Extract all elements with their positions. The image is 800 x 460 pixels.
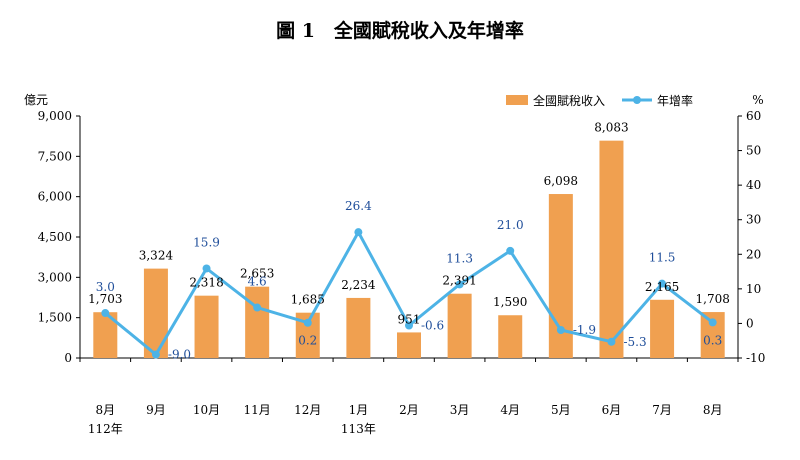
bar-8 [498, 315, 523, 358]
bar-2 [194, 295, 219, 358]
chart-title: 圖 1 全國賦稅收入及年增率 [276, 19, 524, 42]
growth-line [101, 228, 717, 359]
bar-5 [346, 297, 371, 358]
growth-value-label: 11.3 [446, 251, 473, 265]
x-tick-label: 1月 [349, 403, 369, 417]
growth-point-6 [405, 321, 413, 330]
bar-value-label: 6,098 [544, 174, 578, 188]
growth-value-label: 0.2 [298, 334, 317, 348]
growth-point-4 [303, 318, 312, 327]
data-labels: 1,703 3,324 2,318 2,653 1,685 2,234 951 2,391 1,… [88, 121, 730, 362]
left-axis-unit: 億元 [24, 93, 48, 107]
growth-point-12 [708, 318, 717, 327]
bar-value-label: 1,685 [291, 293, 325, 307]
bar-value-label: 8,083 [594, 121, 628, 135]
growth-point-1 [151, 350, 160, 359]
legend-swatch-bar [506, 95, 528, 105]
bar-value-label: 1,703 [88, 292, 122, 306]
growth-value-label: 4.6 [248, 275, 267, 289]
bar-1 [143, 268, 168, 358]
growth-point-3 [253, 303, 262, 312]
left-tick-label: 6,000 [38, 190, 72, 204]
growth-point-10 [607, 337, 616, 346]
bar-3 [245, 286, 270, 358]
left-tick-label: 1,500 [38, 311, 72, 325]
legend-swatch-point [633, 96, 641, 104]
right-tick-label: 40 [746, 178, 761, 192]
bar-10 [599, 140, 624, 358]
growth-value-label: -0.6 [421, 319, 444, 333]
bar-value-label: 2,165 [645, 280, 679, 294]
x-tick-label: 5月 [551, 403, 571, 417]
left-tick-label: 4,500 [38, 230, 72, 244]
bar-value-label: 2,391 [442, 274, 476, 288]
left-tick-label: 0 [64, 351, 72, 365]
growth-value-label: 11.5 [649, 251, 676, 265]
bar-7 [447, 293, 472, 358]
growth-point-0 [101, 309, 110, 318]
x-tick-label: 4月 [500, 403, 520, 417]
growth-value-label: -9.0 [168, 348, 191, 362]
x-tick-label: 8月 [703, 403, 723, 417]
x-tick-label: 11月 [244, 403, 271, 417]
right-tick-label: 60 [746, 109, 761, 123]
growth-point-7 [455, 280, 464, 289]
bar-11 [650, 299, 675, 358]
x-tick-label: 6月 [602, 403, 622, 417]
bar-value-label: 951 [398, 312, 421, 326]
growth-point-2 [202, 264, 211, 273]
legend: 全國賦稅收入 年增率 [506, 93, 693, 108]
right-tick-label: 50 [746, 144, 761, 158]
x-tick-label: 9月 [146, 403, 166, 417]
bar-6 [397, 332, 421, 358]
right-tick-label: -10 [746, 351, 765, 365]
axes: 0 1,500 3,000 4,500 6,000 7,500 9,000 -10 0 10 20 3… [38, 109, 766, 365]
growth-value-label: 15.9 [193, 235, 220, 249]
growth-point-9 [556, 325, 565, 334]
right-tick-label: 30 [746, 213, 761, 227]
bar-value-label: 1,708 [696, 292, 730, 306]
right-tick-label: 10 [746, 282, 761, 296]
left-tick-label: 9,000 [38, 109, 72, 123]
right-tick-label: 20 [746, 247, 761, 261]
growth-value-label: 3.0 [96, 280, 115, 294]
year-label: 113年 [341, 422, 376, 436]
x-tick-label: 2月 [399, 403, 419, 417]
x-tick-label: 8月 [95, 403, 115, 417]
left-tick-label: 3,000 [38, 270, 72, 284]
legend-label-bar: 全國賦稅收入 [533, 93, 605, 108]
x-tick-label: 7月 [652, 403, 672, 417]
bar-value-label: 3,324 [139, 249, 174, 263]
legend-label-line: 年增率 [657, 93, 693, 108]
growth-value-label: 26.4 [345, 199, 372, 213]
x-tick-label: 12月 [294, 403, 321, 417]
x-tick-label: 3月 [450, 403, 470, 417]
growth-value-label: -1.9 [573, 323, 596, 337]
growth-point-5 [354, 228, 363, 237]
bar-value-label: 2,653 [240, 267, 274, 281]
x-tick-labels: 8月 9月 10月 11月 12月 1月 2月 3月 4月 5月 6月 7月 8月 112年 113年 [88, 403, 723, 436]
left-tick-label: 7,500 [38, 149, 72, 163]
growth-value-label: -5.3 [623, 335, 646, 349]
growth-value-label: 0.3 [703, 333, 722, 347]
bar-value-label: 1,590 [493, 295, 527, 309]
year-label: 112年 [88, 422, 123, 436]
bar-value-label: 2,234 [341, 278, 376, 292]
x-tick-label: 10月 [193, 403, 220, 417]
right-tick-label: 0 [746, 316, 754, 330]
right-axis-unit: % [752, 93, 763, 107]
bar-value-label: 2,318 [189, 276, 223, 290]
growth-value-label: 21.0 [497, 218, 524, 232]
growth-point-11 [658, 279, 667, 288]
growth-point-8 [506, 246, 515, 255]
